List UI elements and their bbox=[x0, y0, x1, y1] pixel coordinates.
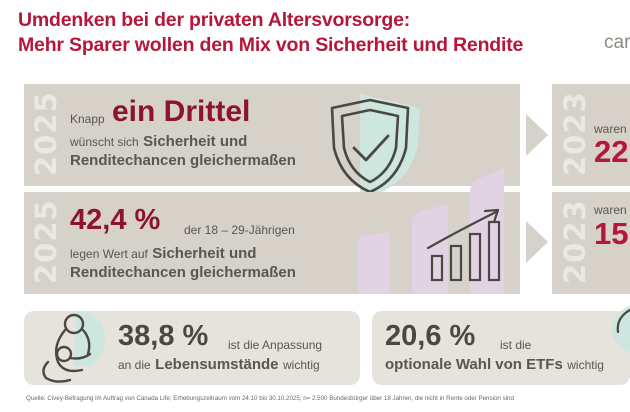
source-note: Quelle: Civey-Befragung im Auftrag von C… bbox=[26, 395, 514, 402]
card-1-line-2: an die Lebensumstände wichtig bbox=[118, 356, 320, 374]
year-label-panel-1: 2025 bbox=[29, 91, 63, 176]
brand-logo-fragment: car bbox=[604, 32, 630, 53]
panel-1-line-2-bold: Sicherheit und bbox=[143, 133, 248, 150]
card-2-line-2-suffix: wichtig bbox=[567, 358, 604, 372]
panel-2-line-2-normal: legen Wert auf bbox=[70, 247, 148, 261]
compare-1-text: waren bbox=[594, 122, 627, 136]
title-line-2: Mehr Sparer wollen den Mix von Sicherhei… bbox=[18, 34, 524, 56]
compare-panel-2 bbox=[552, 192, 630, 294]
card-2-line-2-bold: optionale Wahl von ETFs bbox=[385, 356, 563, 373]
shield-check-icon bbox=[330, 94, 420, 194]
panel-1-line-2: wünscht sich Sicherheit und bbox=[70, 133, 247, 151]
compare-2-text: waren bbox=[594, 203, 627, 217]
parent-child-icon bbox=[42, 311, 105, 383]
card-1-line-2-suffix: wichtig bbox=[282, 358, 320, 372]
card-2-line-1: ist die bbox=[500, 338, 532, 352]
page-title: Umdenken bei der privaten Altersvorsorge… bbox=[18, 8, 523, 58]
compare-1-year: 2023 bbox=[558, 91, 592, 176]
card-1-line-1: ist die Anpassung bbox=[228, 338, 323, 352]
card-2-line-2: optionale Wahl von ETFs wichtig bbox=[385, 356, 604, 374]
card-2-percent: 20,6 % bbox=[385, 320, 476, 352]
compare-1-value: 22 bbox=[594, 134, 629, 169]
card-1-line-2-bold: Lebensumstände bbox=[155, 356, 279, 373]
compare-panel-1 bbox=[552, 84, 630, 186]
stat-panel-1 bbox=[24, 84, 520, 186]
compare-2-value: 15 bbox=[594, 216, 629, 251]
panel-2-age-text: der 18 – 29-Jährigen bbox=[184, 223, 295, 237]
panel-1-highlight: ein Drittel bbox=[112, 95, 251, 128]
chevron-right-icon bbox=[526, 114, 548, 156]
title-line-1: Umdenken bei der privaten Altersvorsorge… bbox=[18, 9, 411, 31]
panel-1-prefix: Knapp bbox=[70, 112, 105, 126]
panel-2-line-2-bold: Sicherheit und bbox=[152, 245, 257, 262]
panel-1-line-2-normal: wünscht sich bbox=[70, 135, 139, 149]
year-label-panel-2: 2025 bbox=[29, 199, 63, 284]
chevron-right-icon bbox=[526, 221, 548, 263]
panel-1-line-3: Renditechancen gleichermaßen bbox=[70, 152, 296, 169]
compare-2-year: 2023 bbox=[558, 199, 592, 284]
panel-2-percent: 42,4 % bbox=[70, 204, 161, 236]
stat-card-2 bbox=[372, 311, 630, 385]
card-1-line-2-prefix: an die bbox=[118, 358, 151, 372]
leaf-icon bbox=[611, 306, 630, 352]
growth-chart-icon bbox=[358, 168, 504, 294]
card-1-percent: 38,8 % bbox=[118, 320, 209, 352]
panel-2-line-3: Renditechancen gleichermaßen bbox=[70, 264, 296, 281]
panel-2-line-2: legen Wert auf Sicherheit und bbox=[70, 245, 256, 263]
